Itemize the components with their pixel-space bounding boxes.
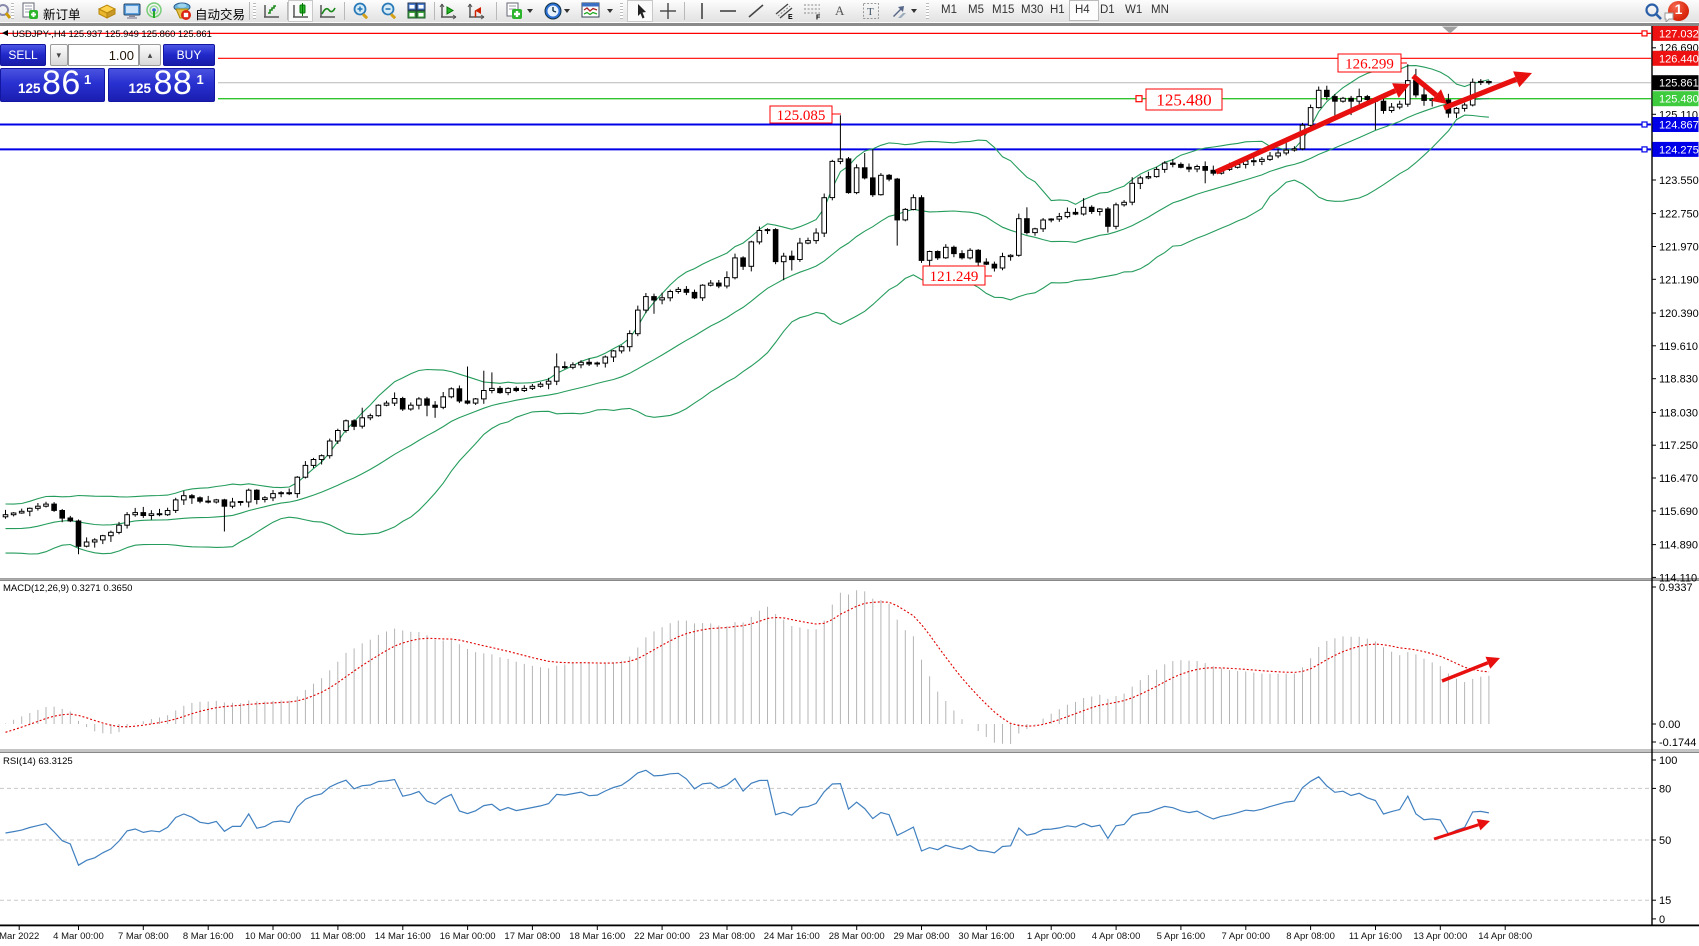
svg-text:126.299: 126.299 <box>1345 56 1394 72</box>
svg-text:E: E <box>788 14 793 20</box>
svg-text:119.610: 119.610 <box>1659 341 1698 353</box>
svg-text:16 Mar 00:00: 16 Mar 00:00 <box>440 931 496 942</box>
svg-text:124.275: 124.275 <box>1659 144 1699 156</box>
svg-text:11 Apr 16:00: 11 Apr 16:00 <box>1349 931 1402 942</box>
svg-text:0: 0 <box>1659 914 1665 926</box>
svg-text:MACD(12,26,9) 0.3271 0.3650: MACD(12,26,9) 0.3271 0.3650 <box>3 583 132 594</box>
svg-text:11 Mar 08:00: 11 Mar 08:00 <box>310 931 365 942</box>
svg-text:121.249: 121.249 <box>930 269 979 285</box>
svg-text:29 Mar 08:00: 29 Mar 08:00 <box>894 931 950 942</box>
svg-text:117.250: 117.250 <box>1659 440 1698 452</box>
svg-text:121.190: 121.190 <box>1659 274 1699 286</box>
svg-text:100: 100 <box>1659 755 1677 767</box>
svg-text:-0.1744: -0.1744 <box>1659 737 1696 749</box>
svg-text:125.085: 125.085 <box>777 108 826 124</box>
svg-text:24 Mar 16:00: 24 Mar 16:00 <box>764 931 820 942</box>
svg-text:8 Apr 08:00: 8 Apr 08:00 <box>1286 931 1335 942</box>
svg-text:18 Mar 16:00: 18 Mar 16:00 <box>569 931 625 942</box>
svg-text:USDJPY-,H4 125.937 125.949 12: USDJPY-,H4 125.937 125.949 125.860 125.8… <box>12 28 212 39</box>
svg-text:127.032: 127.032 <box>1659 28 1699 40</box>
svg-text:125.480: 125.480 <box>1156 91 1211 110</box>
svg-text:5 Apr 16:00: 5 Apr 16:00 <box>1157 931 1206 942</box>
svg-text:116.470: 116.470 <box>1659 473 1698 485</box>
svg-text:123.550: 123.550 <box>1659 175 1699 187</box>
svg-text:28 Mar 00:00: 28 Mar 00:00 <box>829 931 885 942</box>
svg-text:23 Mar 08:00: 23 Mar 08:00 <box>699 931 755 942</box>
svg-text:115.690: 115.690 <box>1659 506 1698 518</box>
svg-text:7 Mar 08:00: 7 Mar 08:00 <box>118 931 169 942</box>
svg-text:14 Mar 16:00: 14 Mar 16:00 <box>375 931 431 942</box>
svg-text:118.030: 118.030 <box>1659 407 1698 419</box>
svg-text:125.480: 125.480 <box>1659 94 1699 106</box>
svg-text:10 Mar 00:00: 10 Mar 00:00 <box>245 931 301 942</box>
svg-text:114.890: 114.890 <box>1659 540 1698 552</box>
svg-text:13 Apr 00:00: 13 Apr 00:00 <box>1413 931 1467 942</box>
svg-text:122.750: 122.750 <box>1659 209 1699 221</box>
svg-text:4 Apr 08:00: 4 Apr 08:00 <box>1092 931 1141 942</box>
svg-text:8 Mar 16:00: 8 Mar 16:00 <box>183 931 234 942</box>
svg-text:T: T <box>867 6 874 18</box>
svg-text:0.00: 0.00 <box>1659 719 1680 731</box>
svg-text:121.970: 121.970 <box>1659 241 1699 253</box>
svg-text:124.867: 124.867 <box>1659 120 1699 132</box>
svg-text:4 Mar 00:00: 4 Mar 00:00 <box>53 931 104 942</box>
svg-text:120.390: 120.390 <box>1659 308 1699 320</box>
svg-text:RSI(14) 63.3125: RSI(14) 63.3125 <box>3 756 73 767</box>
svg-text:50: 50 <box>1659 835 1671 847</box>
svg-text:14 Apr 08:00: 14 Apr 08:00 <box>1478 931 1532 942</box>
svg-text:118.830: 118.830 <box>1659 374 1698 386</box>
svg-text:1 Apr 00:00: 1 Apr 00:00 <box>1027 931 1076 942</box>
svg-text:7 Apr 00:00: 7 Apr 00:00 <box>1221 931 1270 942</box>
svg-text:17 Mar 08:00: 17 Mar 08:00 <box>504 931 560 942</box>
svg-text:114.110: 114.110 <box>1659 572 1697 584</box>
svg-text:80: 80 <box>1659 783 1671 795</box>
svg-text:126.440: 126.440 <box>1659 53 1699 65</box>
svg-text:125.861: 125.861 <box>1659 78 1699 90</box>
svg-text:15: 15 <box>1659 895 1671 907</box>
svg-text:0.9337: 0.9337 <box>1659 582 1693 594</box>
svg-text:F: F <box>816 15 821 21</box>
svg-text:Mar 2022: Mar 2022 <box>0 931 39 942</box>
svg-text:22 Mar 00:00: 22 Mar 00:00 <box>634 931 690 942</box>
svg-text:30 Mar 16:00: 30 Mar 16:00 <box>958 931 1014 942</box>
